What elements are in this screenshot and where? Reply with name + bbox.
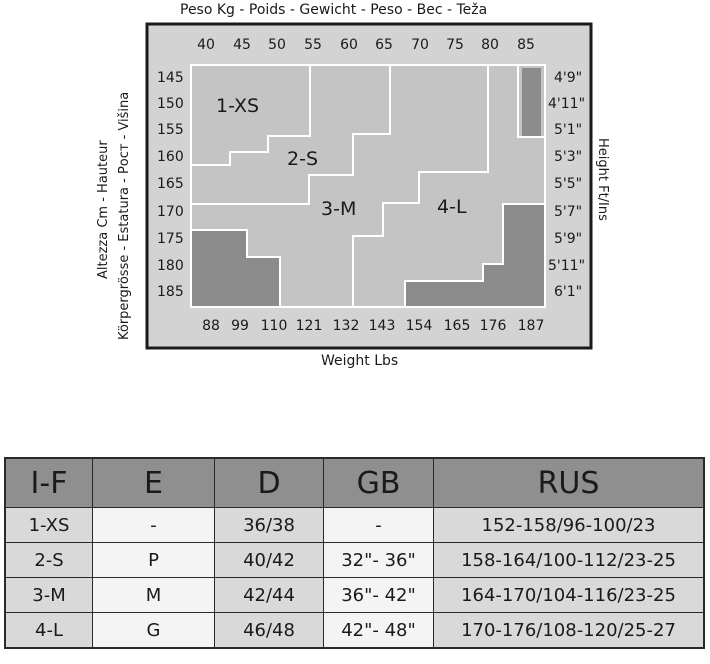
table-cell: M — [92, 577, 215, 613]
lbs-tick: 121 — [295, 318, 323, 334]
ft-tick: 5'3" — [554, 149, 583, 165]
cm-tick: 180 — [157, 258, 184, 274]
zone-label-xs: 1-XS — [216, 95, 260, 117]
table-cell: G — [92, 612, 215, 649]
table-cell: - — [92, 507, 215, 543]
table-cell: 36"- 42" — [323, 577, 434, 613]
lbs-tick: 132 — [332, 318, 360, 334]
ft-tick: 5'11" — [548, 258, 586, 274]
cm-tick: 170 — [157, 204, 184, 220]
table-cell: 164-170/104-116/23-25 — [433, 577, 705, 613]
table-cell: 2-S — [4, 542, 93, 578]
kg-tick: 70 — [411, 37, 429, 53]
table-row: 2-S P 40/42 32"- 36" 158-164/100-112/23-… — [4, 542, 705, 578]
lbs-tick: 143 — [368, 318, 396, 334]
table-cell: 42"- 48" — [323, 612, 434, 649]
table-cell: 32"- 36" — [323, 542, 434, 578]
kg-tick: 55 — [304, 37, 322, 53]
ft-tick: 5'1" — [554, 122, 583, 138]
cm-tick: 175 — [157, 231, 184, 247]
table-header-row: I-F E D GB RUS — [4, 457, 705, 508]
dark-region-bottom-left — [191, 230, 280, 307]
col-header-e: E — [92, 457, 215, 508]
lbs-tick: 88 — [202, 318, 220, 334]
table-cell: P — [92, 542, 215, 578]
table-cell: 158-164/100-112/23-25 — [433, 542, 705, 578]
table-cell: 40/42 — [214, 542, 324, 578]
kg-tick: 60 — [340, 37, 358, 53]
weight-lbs-title: Weight Lbs — [321, 353, 399, 369]
col-header-d: D — [214, 457, 324, 508]
ft-tick: 5'9" — [554, 231, 583, 247]
size-conversion-table: I-F E D GB RUS 1-XS - 36/38 - 152-158/96… — [4, 457, 705, 649]
kg-tick: 75 — [446, 37, 464, 53]
kg-tick: 50 — [268, 37, 286, 53]
ft-tick: 4'11" — [548, 96, 586, 112]
cm-tick: 145 — [157, 70, 184, 86]
zone-label-m: 3-M — [321, 198, 357, 220]
table-row: 1-XS - 36/38 - 152-158/96-100/23 — [4, 507, 705, 543]
cm-tick: 185 — [157, 284, 184, 300]
table-cell: 42/44 — [214, 577, 324, 613]
ft-tick: 6'1" — [554, 284, 583, 300]
ft-tick: 5'7" — [554, 204, 583, 220]
dark-region-top-right — [522, 68, 541, 137]
ft-tick: 5'5" — [554, 176, 583, 192]
table-cell: 3-M — [4, 577, 93, 613]
table-row: 4-L G 46/48 42"- 48" 170-176/108-120/25-… — [4, 612, 705, 649]
lbs-tick: 110 — [260, 318, 288, 334]
cm-tick: 150 — [157, 96, 184, 112]
cm-tick: 165 — [157, 176, 184, 192]
lbs-tick: 187 — [517, 318, 545, 334]
weight-kg-title: Peso Kg - Poids - Gewicht - Peso - Bec -… — [180, 2, 488, 18]
table-cell: 46/48 — [214, 612, 324, 649]
lbs-tick: 176 — [479, 318, 507, 334]
table-cell: 152-158/96-100/23 — [433, 507, 705, 543]
lbs-tick: 99 — [231, 318, 249, 334]
kg-tick: 45 — [233, 37, 251, 53]
table-cell: 1-XS — [4, 507, 93, 543]
lbs-tick: 154 — [405, 318, 433, 334]
kg-tick: 40 — [197, 37, 215, 53]
ft-tick: 4'9" — [554, 70, 583, 86]
col-header-gb: GB — [323, 457, 434, 508]
zone-label-s: 2-S — [287, 148, 319, 170]
chart-frame — [145, 22, 593, 350]
table-row: 3-M M 42/44 36"- 42" 164-170/104-116/23-… — [4, 577, 705, 613]
kg-tick: 80 — [481, 37, 499, 53]
table-cell: 4-L — [4, 612, 93, 649]
col-header-if: I-F — [4, 457, 93, 508]
zone-label-l: 4-L — [437, 196, 467, 218]
table-cell: 36/38 — [214, 507, 324, 543]
kg-tick: 65 — [375, 37, 393, 53]
table-cell: 170-176/108-120/25-27 — [433, 612, 705, 649]
table-cell: - — [323, 507, 434, 543]
cm-tick: 160 — [157, 149, 184, 165]
col-header-rus: RUS — [433, 457, 705, 508]
cm-tick: 155 — [157, 122, 184, 138]
lbs-tick: 165 — [443, 318, 471, 334]
kg-tick: 85 — [517, 37, 535, 53]
